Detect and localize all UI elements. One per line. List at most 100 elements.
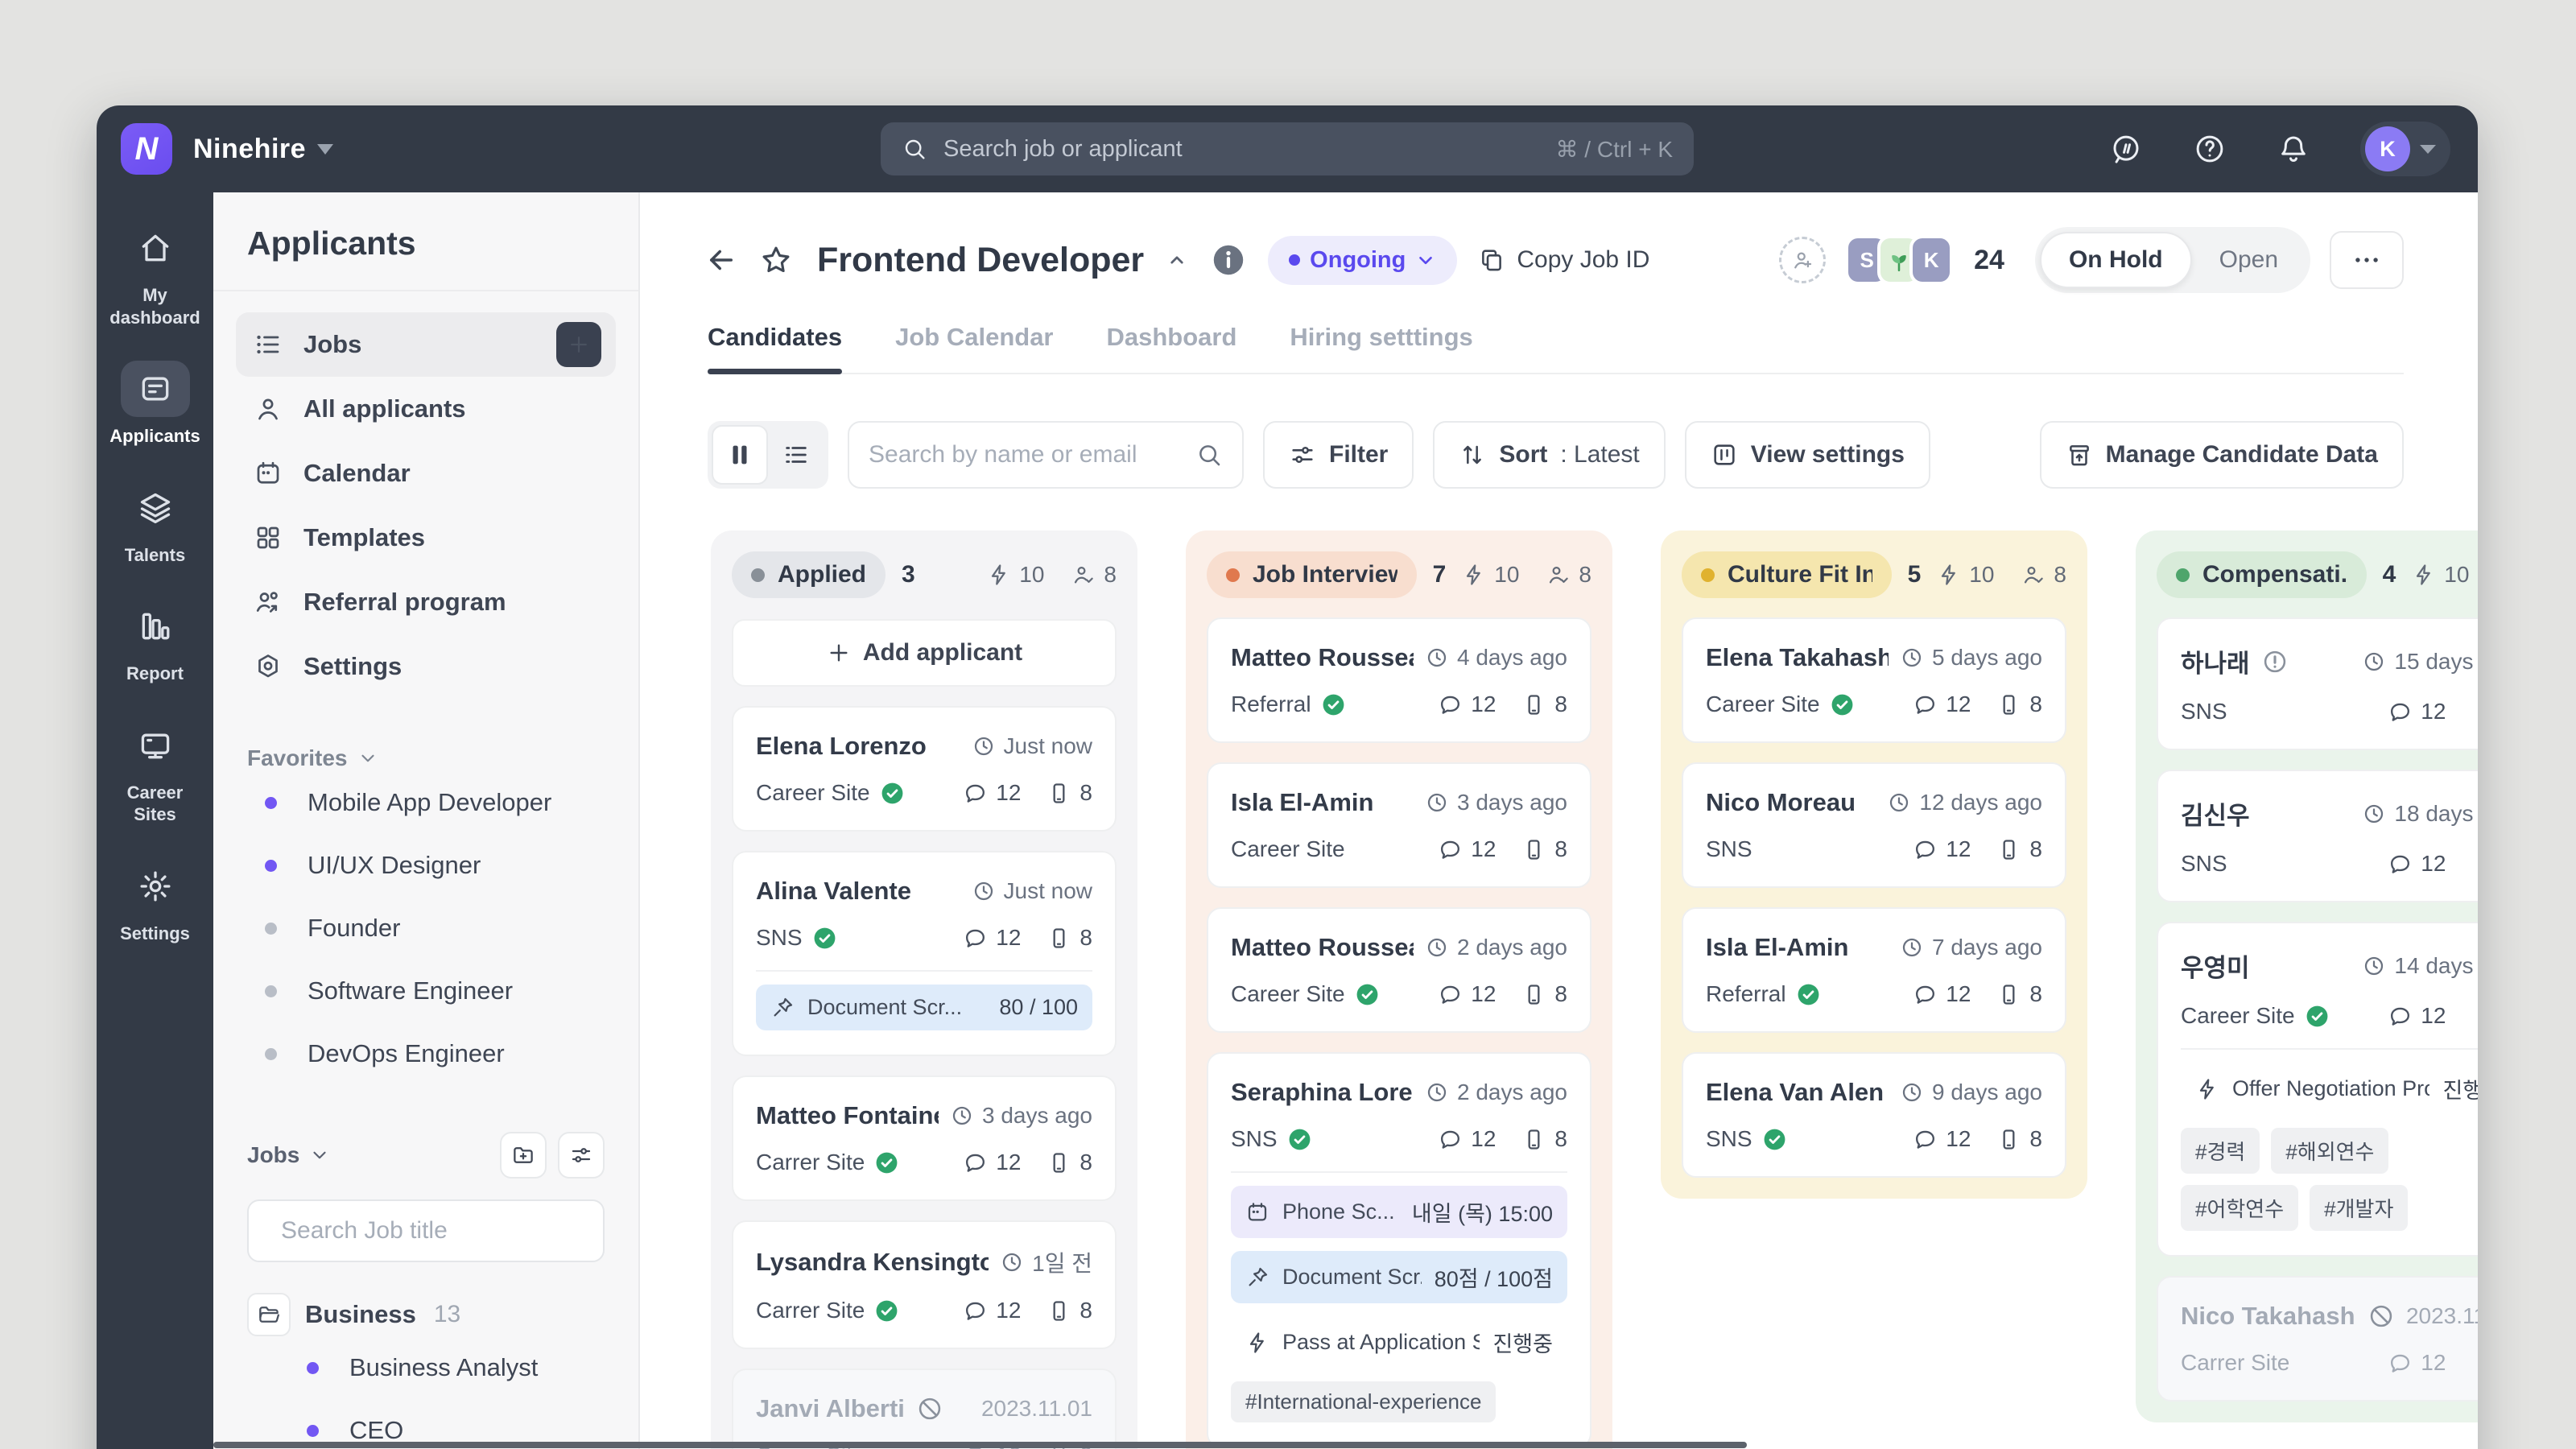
favorite-job-label: Software Engineer [308,976,514,1005]
sidebar-item-career-sites[interactable]: Career Sites [104,717,207,826]
notifications-bell-icon[interactable] [2277,132,2310,166]
candidate-card[interactable]: Alina Valente Just now SNS 12 8 Document Scr.… [732,851,1117,1056]
list-view-button[interactable] [768,425,824,485]
candidate-time: Just now [972,733,1092,759]
global-search-input[interactable] [943,135,1556,163]
job-status-dot [265,859,277,872]
job-status-dropdown[interactable]: Ongoing [1268,235,1458,285]
ninehire-logo-icon[interactable]: N [121,123,172,175]
sidebar-item-jobs[interactable]: Jobs [236,312,616,377]
candidate-source: Referral [1706,981,1786,1006]
more-options-button[interactable] [2330,231,2404,289]
candidate-card[interactable]: Isla El-Amin 3 days ago Career Site 12 8 [1207,762,1591,888]
sort-button[interactable]: Sort : Latest [1433,421,1666,489]
favorite-job-item[interactable]: Mobile App Developer [265,771,605,834]
view-settings-button[interactable]: View settings [1684,421,1930,489]
verified-icon [814,927,835,948]
stage-pill[interactable]: Applied [732,551,886,598]
favorites-header[interactable]: Favorites [247,745,605,771]
global-search[interactable]: ⌘ / Ctrl + K [881,122,1694,175]
archive-up-icon [2069,445,2089,466]
candidate-time: Just now [972,878,1092,904]
personcheck-icon [1075,567,1094,584]
candidate-card[interactable]: Lysandra Kensington 1일 전 Carrer Site 12 8 [732,1220,1117,1349]
sidebar-item-settings[interactable]: Settings [104,858,207,945]
clock-icon [2365,956,2384,975]
candidate-card[interactable]: Elena Takahashi 5 days ago Career Site 12 8 [1682,617,2066,743]
favorite-star-icon[interactable] [759,243,793,277]
job-folder-business[interactable]: Business 13 [247,1293,605,1336]
job-search-input[interactable] [281,1217,592,1245]
candidate-card[interactable]: Nico Takahashi 2023.11.01 Carrer Site 128 [2157,1276,2478,1402]
candidate-card[interactable]: 하나래 15 days ago SNS 128 [2157,617,2478,750]
candidate-card[interactable]: 우영미 14 days ago Career Site 128 Offer Negoti… [2157,922,2478,1257]
manage-candidate-data-button[interactable]: Manage Candidate Data [2039,421,2404,489]
job-status-dot [265,796,277,809]
tab-job-calendar[interactable]: Job Calendar [895,323,1054,351]
candidate-card[interactable]: 김신우 18 days ago SNS 128 [2157,770,2478,902]
sidebar-item-applicants[interactable]: Applicants [104,361,207,448]
stage-stats: 10 8 [1462,562,1591,588]
filter-button[interactable]: Filter [1263,421,1414,489]
sidebar-item-report[interactable]: Report [104,598,207,685]
job-filter-button[interactable] [558,1132,605,1179]
favorite-job-item[interactable]: DevOps Engineer [265,1022,605,1085]
favorite-job-item[interactable]: Software Engineer [265,960,605,1022]
search-icon [902,136,927,162]
job-search[interactable] [247,1199,605,1262]
stage-pill[interactable]: Culture Fit In... [1682,551,1892,598]
kanban-view-button[interactable] [712,425,768,485]
candidate-card[interactable]: Elena Van Alen (9 days ago SNS 12 8 [1682,1052,2066,1178]
toggle-open[interactable]: Open [2219,246,2278,273]
toggle-on-hold[interactable]: On Hold [2039,232,2192,288]
candidate-name: Elena Takahashi [1706,643,1889,671]
candidate-card[interactable]: Matteo Fontaine 3 days ago Carrer Site 12 8 [732,1075,1117,1201]
sidebar-item-talents[interactable]: Talents [104,480,207,567]
add-job-button[interactable] [556,322,601,367]
bolt-icon [2417,564,2431,585]
help-icon[interactable] [2193,132,2227,166]
jobs-section-header[interactable]: Jobs [247,1132,605,1179]
workspace-chevron-down-icon[interactable] [317,143,334,155]
candidate-card[interactable]: Matteo Rousseau 4 days ago Referral 12 8 [1207,617,1591,743]
sidebar-item-calendar[interactable]: Calendar [236,441,616,506]
candidate-card[interactable]: Isla El-Amin 7 days ago Referral 12 8 [1682,907,2066,1033]
candidate-name: 김신우 [2181,802,2250,830]
collapse-chevron-up-icon[interactable] [1165,248,1189,272]
primary-sidebar: My dashboard Applicants Talents Report Caree… [97,192,213,1449]
candidate-card[interactable]: Matteo Rousseau 2 days ago Career Site 12 8 [1207,907,1591,1033]
job-list-item[interactable]: CEO [307,1399,605,1449]
back-button[interactable] [704,243,738,277]
sidebar-item-all-applicants[interactable]: All applicants [236,377,616,441]
add-applicant-button[interactable]: Add applicant [732,619,1117,687]
favorite-job-item[interactable]: Founder [265,897,605,960]
stage-pill[interactable]: Job Interview [1207,551,1417,598]
info-icon[interactable] [1210,242,1247,279]
copy-job-id-button[interactable]: Copy Job ID [1478,246,1649,274]
new-folder-button[interactable] [500,1132,547,1179]
job-list-item[interactable]: Business Analyst [307,1336,605,1399]
sidebar-item-my-dashboard[interactable]: My dashboard [104,220,207,328]
tab-hiring-setttings[interactable]: Hiring setttings [1290,323,1473,351]
candidate-card[interactable]: Elena Lorenzo Just now Career Site 12 8 [732,706,1117,832]
phone-count: 8 [1080,780,1092,805]
sidebar-item-referral-program[interactable]: Referral program [236,570,616,634]
workspace-name[interactable]: Ninehire [193,133,307,164]
candidate-card[interactable]: Seraphina Lorenzo 2 days ago SNS 12 8 Phone S… [1207,1052,1591,1448]
sidebar-item-templates[interactable]: Templates [236,506,616,570]
tab-dashboard[interactable]: Dashboard [1106,323,1237,351]
sidebar-item-settings[interactable]: Settings [236,634,616,699]
stage-pill[interactable]: Compensati... [2157,551,2367,598]
tab-candidates[interactable]: Candidates [708,323,843,374]
candidate-card[interactable]: Nico Moreau 12 days ago SNS 12 8 [1682,762,2066,888]
messenger-icon[interactable] [2109,132,2143,166]
candidate-search-input[interactable] [869,441,1183,469]
account-menu[interactable]: K [2360,122,2450,176]
candidate-search[interactable] [848,421,1244,489]
favorite-job-item[interactable]: UI/UX Designer [265,834,605,897]
phone-count: 8 [1080,1150,1092,1174]
horizontal-scrollbar-thumb[interactable] [213,1442,1747,1448]
add-member-button[interactable] [1779,237,1827,283]
